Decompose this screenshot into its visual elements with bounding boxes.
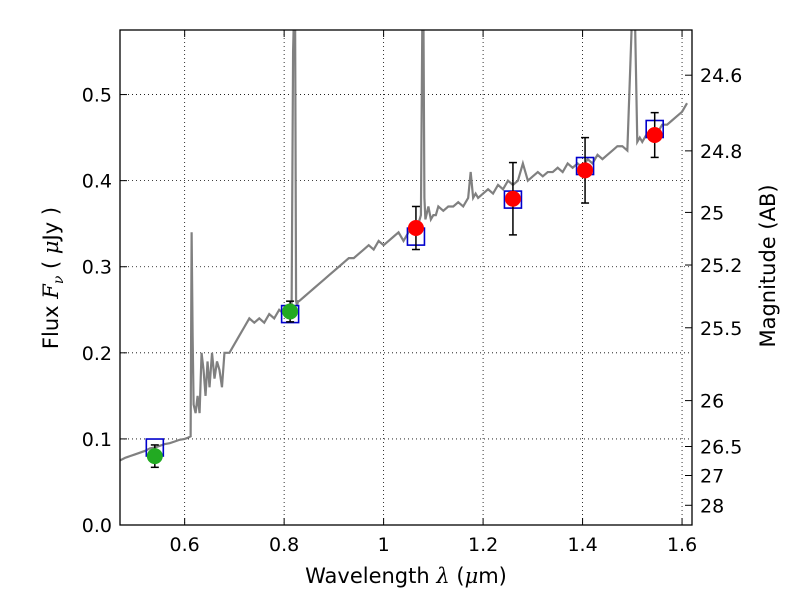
right-tick-label: 25.5: [700, 318, 742, 340]
observed-points: [146, 127, 663, 465]
y-tick-label: 0.1: [82, 429, 112, 451]
observed-point: [646, 127, 663, 144]
right-tick-label: 25: [700, 202, 724, 224]
right-tick-label: 24.6: [700, 65, 742, 87]
observed-point: [504, 190, 521, 207]
right-tick-label: 24.8: [700, 141, 742, 163]
x-axis-label: Wavelength λ (μm): [305, 564, 507, 588]
observed-point: [577, 162, 594, 179]
x-tick-label: 0.8: [269, 534, 299, 556]
right-axis-label: Magnitude (AB): [756, 184, 780, 347]
x-tick-label: 0.6: [170, 534, 200, 556]
x-tick-label: 1: [378, 534, 390, 556]
y-axis-label: Flux Fν ( μJy ): [39, 207, 67, 349]
y-tick-label: 0.4: [82, 171, 112, 193]
plot-frame: [119, 29, 693, 526]
grid-lines: [120, 30, 692, 526]
model-spectrum-line: [120, 30, 688, 462]
y-tick-label: 0.0: [82, 515, 112, 537]
x-axis-ticks: 0.6 0.8 1 1.2 1.4 1.6: [170, 30, 697, 556]
right-tick-label: 26.5: [700, 436, 742, 458]
right-tick-label: 26: [700, 391, 724, 413]
x-tick-label: 1.4: [567, 534, 597, 556]
y-tick-label: 0.3: [82, 257, 112, 279]
right-tick-label: 28: [700, 495, 724, 517]
y-tick-label: 0.2: [82, 343, 112, 365]
observed-point: [146, 448, 163, 465]
observed-point: [407, 220, 424, 236]
right-tick-label: 25.2: [700, 255, 742, 277]
y-tick-label: 0.5: [82, 85, 112, 107]
x-tick-label: 1.2: [468, 534, 498, 556]
x-tick-label: 1.6: [667, 534, 697, 556]
y-axis-ticks: 0.0 0.1 0.2 0.3 0.4 0.5: [82, 85, 127, 537]
right-tick-label: 27: [700, 466, 724, 488]
right-axis-ticks: 24.6 24.8 25 25.2 25.5 26 26.5 27 28: [685, 65, 742, 517]
observed-point: [282, 303, 299, 320]
